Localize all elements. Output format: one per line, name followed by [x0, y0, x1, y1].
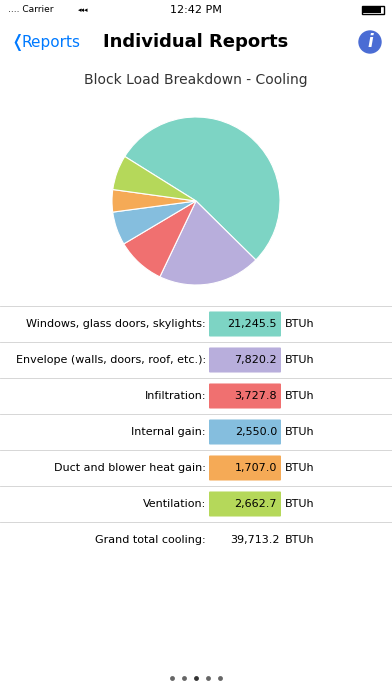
- Text: BTUh: BTUh: [285, 463, 315, 473]
- Text: 12:42 PM: 12:42 PM: [170, 5, 222, 15]
- Text: Ventilation:: Ventilation:: [143, 499, 206, 509]
- Text: Individual Reports: Individual Reports: [103, 33, 289, 51]
- Text: Infiltration:: Infiltration:: [145, 391, 206, 401]
- Text: 2,550.0: 2,550.0: [235, 427, 277, 437]
- Text: Internal gain:: Internal gain:: [131, 427, 206, 437]
- Text: ◂◂◂: ◂◂◂: [78, 7, 89, 13]
- Text: BTUh: BTUh: [285, 499, 315, 509]
- Circle shape: [359, 31, 381, 53]
- Text: BTUh: BTUh: [285, 319, 315, 329]
- Text: Reports: Reports: [22, 35, 81, 49]
- Wedge shape: [124, 201, 196, 277]
- Text: Block Load Breakdown - Cooling: Block Load Breakdown - Cooling: [84, 73, 308, 87]
- Text: BTUh: BTUh: [285, 427, 315, 437]
- FancyBboxPatch shape: [209, 347, 281, 372]
- Text: 7,820.2: 7,820.2: [234, 355, 277, 365]
- Text: i: i: [367, 33, 373, 51]
- FancyBboxPatch shape: [209, 491, 281, 516]
- Wedge shape: [113, 157, 196, 201]
- Text: 3,727.8: 3,727.8: [234, 391, 277, 401]
- Wedge shape: [113, 201, 196, 244]
- FancyBboxPatch shape: [209, 455, 281, 480]
- Wedge shape: [112, 189, 196, 212]
- Text: 39,713.2: 39,713.2: [230, 535, 280, 545]
- Wedge shape: [160, 201, 256, 285]
- Text: Envelope (walls, doors, roof, etc.):: Envelope (walls, doors, roof, etc.):: [16, 355, 206, 365]
- FancyBboxPatch shape: [209, 383, 281, 409]
- FancyBboxPatch shape: [209, 420, 281, 445]
- Text: Windows, glass doors, skylights:: Windows, glass doors, skylights:: [26, 319, 206, 329]
- Text: Duct and blower heat gain:: Duct and blower heat gain:: [54, 463, 206, 473]
- Text: BTUh: BTUh: [285, 535, 315, 545]
- Bar: [363, 7, 381, 13]
- Text: ❬: ❬: [10, 33, 24, 51]
- FancyBboxPatch shape: [209, 312, 281, 337]
- Text: BTUh: BTUh: [285, 355, 315, 365]
- Text: BTUh: BTUh: [285, 391, 315, 401]
- Text: .... Carrier: .... Carrier: [8, 6, 53, 15]
- Bar: [362, 6, 384, 14]
- Text: 21,245.5: 21,245.5: [227, 319, 277, 329]
- Text: 2,662.7: 2,662.7: [234, 499, 277, 509]
- Text: Grand total cooling:: Grand total cooling:: [95, 535, 206, 545]
- Text: 1,707.0: 1,707.0: [235, 463, 277, 473]
- Wedge shape: [125, 117, 280, 260]
